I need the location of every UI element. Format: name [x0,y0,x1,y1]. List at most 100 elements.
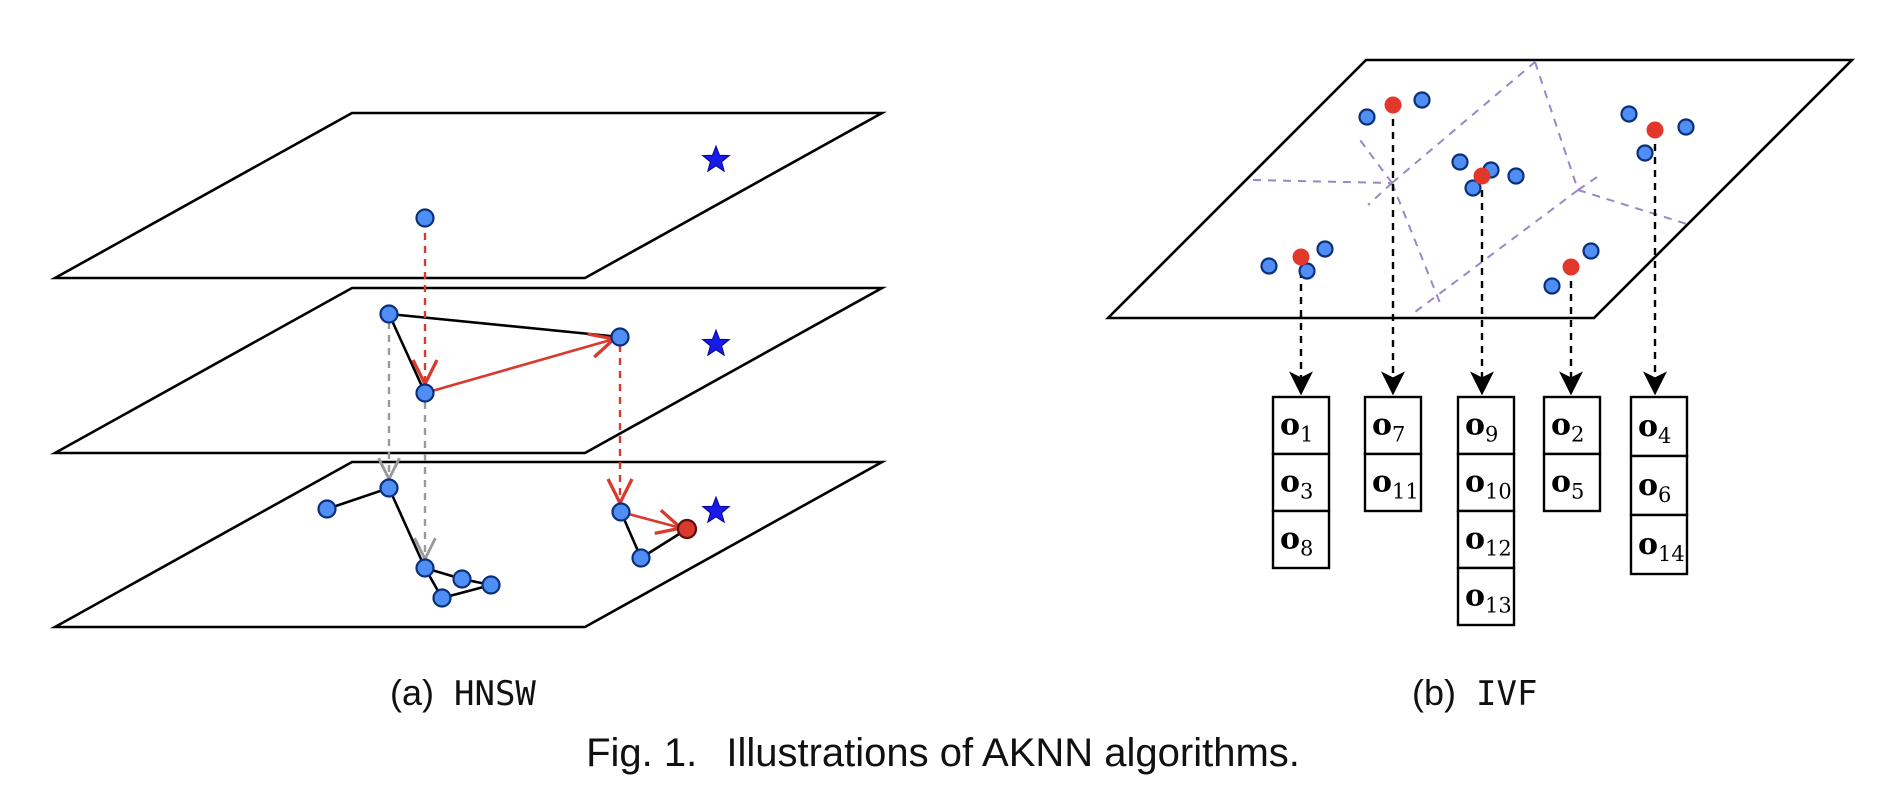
list-item-label: o11 [1372,465,1419,504]
list-cell [1456,395,1516,456]
data-point [1413,91,1431,109]
graph-node [415,383,435,403]
cluster-centroid [1562,258,1580,276]
graph-node [481,575,501,595]
graph-node [610,327,630,347]
data-point [1636,144,1654,162]
vector-index: 7 [1392,423,1405,447]
subfigure-label: (b) [1412,672,1456,713]
list-item-label: o6 [1638,468,1671,507]
vector-symbol: o [1280,408,1300,443]
list-item-label: o12 [1465,522,1512,561]
data-point [1507,167,1525,185]
vector-symbol: o [1372,465,1392,500]
data-point [1316,240,1334,258]
vector-index: 10 [1485,480,1512,504]
vector-symbol: o [1465,579,1485,614]
subfigure-label: (a) [390,672,434,713]
graph-edge [326,486,390,511]
list-item-label: o1 [1280,408,1313,447]
data-point [1451,153,1469,171]
vector-symbol: o [1465,408,1485,443]
vector-symbol: o [1465,465,1485,500]
graph-node [317,499,337,519]
data-point [1260,257,1278,275]
list-cell [1456,452,1516,513]
figure-caption: Fig. 1. Illustrations of AKNN algorithms… [586,731,1300,775]
vector-symbol: o [1280,522,1300,557]
list-cell [1456,566,1516,627]
nearest-neighbor-node [676,518,698,540]
list-cell [1542,452,1602,513]
vector-symbol: o [1638,468,1658,503]
figure-caption-prefix: Fig. 1. [586,731,697,775]
graph-node [415,558,435,578]
vector-symbol: o [1638,409,1658,444]
data-point [1543,277,1561,295]
data-point [1677,118,1695,136]
list-cell [1629,395,1689,458]
list-item-label: o5 [1551,465,1584,504]
search-path-arrow [620,512,681,528]
list-cell [1629,513,1689,576]
vector-symbol: o [1465,522,1485,557]
star-icon [701,495,731,524]
star-icon [701,144,731,173]
vector-symbol: o [1280,465,1300,500]
subfigure-caption-a: (a) HNSW [390,672,536,714]
data-point [1298,262,1316,280]
vector-index: 12 [1485,537,1512,561]
vector-index: 5 [1571,480,1584,504]
graph-node [452,569,472,589]
list-item-label: o2 [1551,408,1584,447]
vector-index: 1 [1300,423,1313,447]
list-item-label: o9 [1465,408,1498,447]
graph-node [379,478,399,498]
star-icon [701,328,731,357]
vector-symbol: o [1372,408,1392,443]
search-path-arrow [424,339,614,395]
list-item-label: o10 [1465,465,1512,504]
hnsw-layer-top [49,111,888,280]
cluster-centroid [1646,121,1664,139]
cluster-centroid [1384,96,1402,114]
list-item-label: o4 [1638,409,1671,448]
list-item-label: o8 [1280,522,1313,561]
hnsw-layer-middle [49,286,888,455]
vector-index: 14 [1658,542,1685,566]
graph-node [379,304,399,324]
list-item-label: o3 [1280,465,1313,504]
vector-index: 13 [1485,594,1512,618]
graph-node [631,548,651,568]
graph-edge [388,312,621,339]
vector-index: 2 [1571,423,1584,447]
list-cell [1456,509,1516,570]
subfigure-caption-b: (b) IVF [1412,672,1537,714]
list-cell [1271,452,1331,513]
list-item-label: o7 [1372,408,1405,447]
list-item-label: o14 [1638,527,1685,566]
hnsw-diagram [49,111,888,629]
graph-node [415,208,435,228]
list-cell [1271,509,1331,570]
vector-symbol: o [1551,465,1571,500]
vector-index: 3 [1300,480,1313,504]
data-point [1464,179,1482,197]
vector-symbol: o [1551,408,1571,443]
figure-caption-text: Illustrations of AKNN algorithms. [726,731,1300,775]
data-point [1358,108,1376,126]
vector-index: 8 [1300,537,1313,561]
list-item-label: o13 [1465,579,1512,618]
graph-node [611,502,631,522]
data-point [1620,105,1638,123]
hnsw-layer-bottom [49,460,888,629]
voronoi-partition [1252,61,1691,313]
subfigure-method: HNSW [454,674,536,714]
subfigure-method: IVF [1476,674,1537,714]
list-cell [1542,395,1602,456]
vector-index: 6 [1658,483,1671,507]
graph-node [432,588,452,608]
vector-index: 4 [1658,424,1671,448]
